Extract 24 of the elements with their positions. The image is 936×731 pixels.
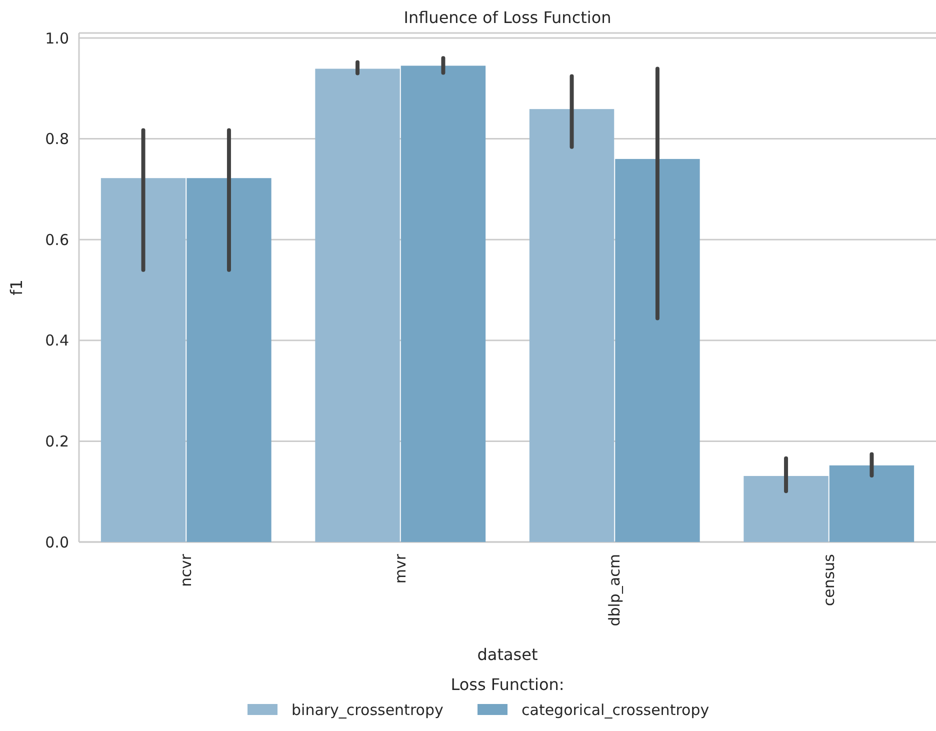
y-tick-label: 0.2 [45, 432, 69, 450]
bar [100, 178, 186, 542]
x-axis-title: dataset [477, 645, 538, 664]
x-tick-label: census [820, 554, 838, 606]
legend-label: binary_crossentropy [292, 701, 444, 719]
bar [744, 476, 828, 542]
bar [186, 178, 272, 542]
bar [315, 68, 400, 542]
legend-title: Loss Function: [450, 675, 564, 694]
y-tick-label: 0.0 [45, 533, 69, 552]
bar [829, 465, 914, 542]
y-tick-label: 1.0 [45, 29, 69, 48]
bar [529, 109, 614, 542]
legend-label: categorical_crossentropy [522, 701, 710, 719]
y-axis-title: f1 [7, 280, 26, 296]
y-tick-label: 0.8 [45, 130, 69, 148]
x-tick-label: mvr [391, 553, 410, 584]
bar [400, 66, 486, 542]
y-tick-label: 0.6 [45, 230, 69, 249]
bar [615, 158, 700, 542]
y-tick-label: 0.4 [45, 332, 69, 350]
x-tick-label: ncvr [177, 553, 196, 587]
chart-title: Influence of Loss Function [404, 8, 612, 27]
x-tick-label: dblp_acm [606, 554, 624, 626]
